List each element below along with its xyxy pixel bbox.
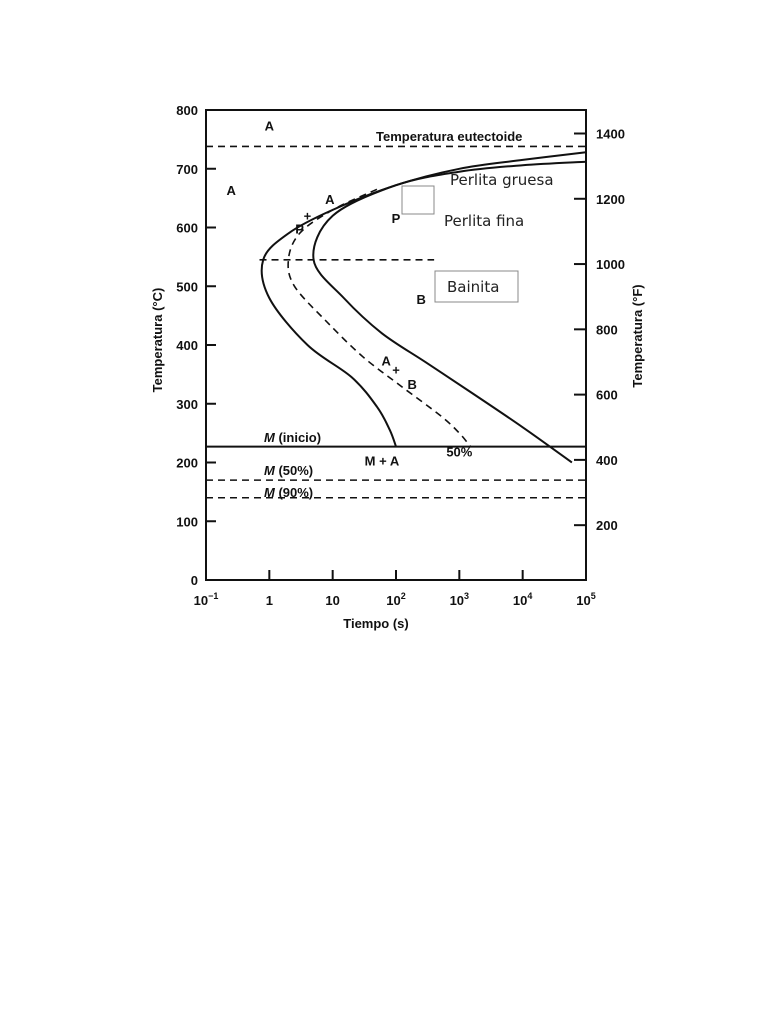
y-tick-label: 0: [191, 573, 198, 588]
x-axis-title: Tiempo (s): [343, 616, 409, 631]
y-tick-label: 300: [176, 397, 198, 412]
y2-tick-label: 400: [596, 453, 618, 468]
y2-tick-label: 800: [596, 322, 618, 337]
x-tick-label: 102: [386, 591, 405, 608]
y-tick-label: 600: [176, 221, 198, 236]
y-axis-right: 200 400 600 800 1000 1200 1400: [574, 127, 625, 533]
y2-tick-label: 600: [596, 388, 618, 403]
y-tick-label: 200: [176, 456, 198, 471]
transformation-curve: [312, 160, 587, 464]
region-annotation: A: [227, 183, 237, 198]
y2-axis-title-right: Temperatura (°F): [630, 284, 645, 387]
region-annotation: P: [392, 211, 401, 226]
transformation-50-curve: [287, 188, 472, 448]
x-tick-label: 103: [450, 591, 469, 608]
region-annotation: +: [304, 208, 312, 223]
y-axis-left: 0 100 200 300 400 500 600 700 800: [176, 103, 216, 588]
perlita-fina-label: Perlita fina: [444, 212, 524, 230]
region-annotation: B: [417, 292, 426, 307]
region-annotation: A: [265, 119, 275, 134]
y2-tick-label: 1200: [596, 192, 625, 207]
m-90-label: M (90%): [264, 485, 313, 500]
bainita-label: Bainita: [447, 278, 499, 296]
m-50-label: M (50%): [264, 463, 313, 478]
y-tick-label: 500: [176, 279, 198, 294]
region-annotation: A: [381, 354, 391, 369]
transformation-curves: [260, 151, 587, 464]
y2-tick-label: 1000: [596, 257, 625, 272]
x-axis: 10−1 1 10 102 103 104 105: [194, 570, 596, 608]
empty-overlay-box: [401, 185, 435, 215]
x-tick-label: 10−1: [194, 591, 219, 608]
region-annotation: 50%: [446, 445, 472, 460]
y-axis-title-left: Temperatura (°C): [150, 288, 165, 393]
y-tick-label: 400: [176, 338, 198, 353]
transformation-curve: [260, 151, 587, 447]
region-annotation: M + A: [365, 453, 400, 468]
x-tick-label: 1: [266, 593, 273, 608]
region-annotation: +: [392, 362, 400, 377]
perlita-gruesa-label: Perlita gruesa: [450, 171, 554, 189]
y2-tick-label: 200: [596, 518, 618, 533]
y-tick-label: 800: [176, 103, 198, 118]
bainita-box: [434, 270, 519, 303]
x-tick-label: 105: [576, 591, 595, 608]
eutectoid-label: Temperatura eutectoide: [376, 129, 522, 144]
x-tick-label: 10: [325, 593, 339, 608]
y-tick-label: 100: [176, 514, 198, 529]
y-tick-label: 700: [176, 162, 198, 177]
x-tick-label: 104: [513, 591, 532, 608]
m-start-label: M (inicio): [264, 430, 321, 445]
region-annotation: A: [325, 192, 335, 207]
y2-tick-label: 1400: [596, 127, 625, 142]
region-annotation: P: [295, 221, 304, 236]
region-annotation: B: [407, 377, 416, 392]
reference-lines: [206, 145, 586, 499]
